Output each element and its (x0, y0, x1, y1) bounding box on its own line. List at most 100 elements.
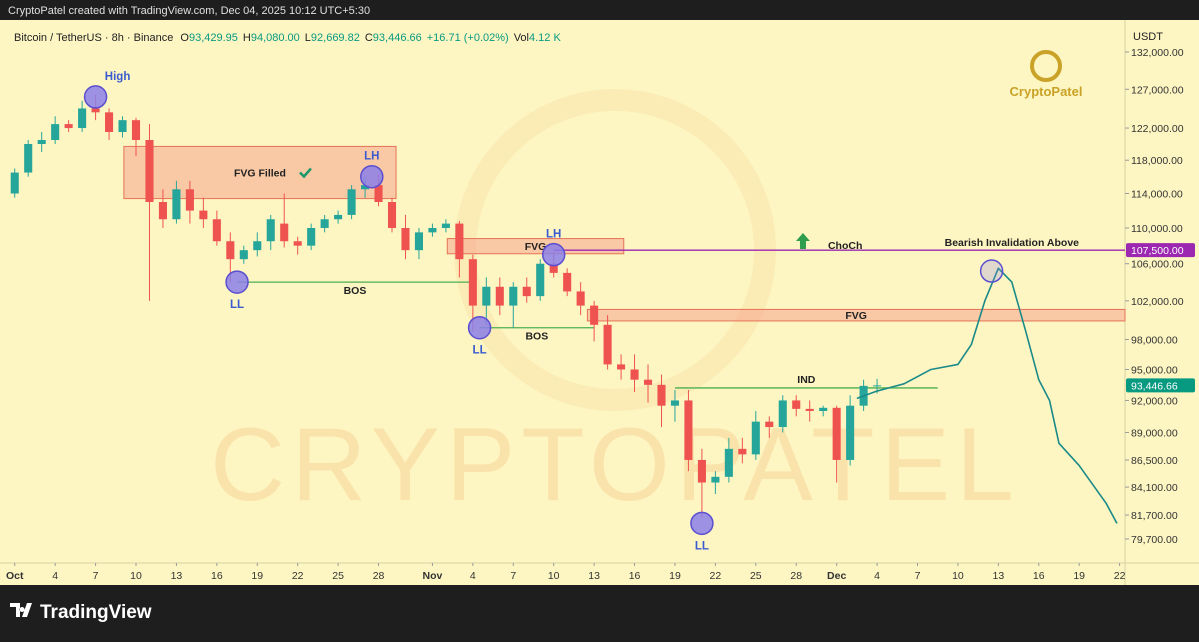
swing-point (225, 270, 249, 294)
info-part: Vol (514, 32, 529, 44)
x-tick-label: 10 (952, 570, 964, 582)
candle-body (873, 385, 882, 387)
swing-point (83, 85, 108, 109)
info-part: 94,080.00 (251, 32, 300, 44)
swing-point (541, 242, 566, 267)
candle-body (684, 400, 693, 460)
candle-body (576, 291, 585, 306)
y-tick-label: 79,700.00 (1131, 534, 1178, 546)
info-part: 93,446.66 (373, 32, 422, 44)
projection-line (856, 267, 1118, 524)
candle-body (131, 120, 141, 140)
candle-body (563, 272, 572, 292)
candle-body (51, 124, 60, 140)
candle-body (630, 369, 639, 380)
info-part: +16.71 (+0.02%) (427, 32, 509, 44)
candle-body (320, 219, 329, 228)
candle-body (91, 108, 100, 113)
y-tick-label: 92,000.00 (1131, 395, 1178, 407)
candle-body (118, 120, 127, 133)
x-tick-label: 19 (669, 570, 681, 582)
footer-bar (0, 585, 1199, 637)
x-tick-label: Oct (6, 570, 24, 582)
swing-point (979, 259, 1004, 283)
top-bar (0, 0, 1199, 20)
candle-body (10, 172, 19, 194)
price-tag-label: 93,446.66 (1131, 380, 1178, 392)
candle-body (199, 210, 208, 220)
candle-body (455, 223, 464, 260)
price-tag (1126, 243, 1195, 258)
candle-body (78, 108, 87, 129)
candle-body (64, 124, 73, 129)
candle-body (266, 219, 275, 242)
x-tick-label: 25 (750, 570, 762, 582)
candle-body (495, 286, 504, 306)
candle-body (832, 407, 841, 460)
x-tick-label: 22 (1114, 570, 1126, 582)
x-tick-label: 7 (510, 570, 516, 582)
x-tick-label: 13 (993, 570, 1005, 582)
candle-body (387, 202, 397, 228)
x-tick-label: Dec (827, 570, 846, 582)
y-tick-label: 98,000.00 (1131, 334, 1178, 346)
x-tick-label: 28 (790, 570, 802, 582)
fvg-zone (586, 308, 1126, 322)
candle-body (590, 305, 599, 325)
time-axis-bg (0, 563, 1199, 585)
check-mark (299, 167, 312, 179)
x-tick-label: 4 (52, 570, 58, 582)
x-tick-label: 10 (548, 570, 560, 582)
y-tick-label: 84,100.00 (1131, 482, 1178, 494)
y-tick-label: 86,500.00 (1131, 455, 1178, 467)
candle-body (347, 189, 356, 215)
candle-body (738, 448, 747, 455)
info-part: 93,429.95 (189, 32, 238, 44)
candle-body (509, 286, 518, 306)
candle-body (643, 379, 653, 385)
y-tick-label: 81,700.00 (1131, 510, 1178, 522)
y-tick-label: 127,000.00 (1131, 84, 1184, 96)
candle-body (765, 421, 774, 428)
candle-body (522, 286, 531, 297)
choch-arrow (795, 233, 810, 250)
info-part: C (365, 32, 373, 44)
info-part: Bitcoin / TetherUS · 8h · Binance (14, 32, 173, 44)
y-tick-label: 95,000.00 (1131, 364, 1178, 376)
x-tick-label: 7 (915, 570, 921, 582)
x-tick-label: 16 (1033, 570, 1045, 582)
swing-label: LL (230, 299, 244, 311)
x-tick-label: 4 (874, 570, 880, 582)
candle-body (468, 259, 477, 306)
candle-body (617, 364, 626, 370)
level-label: BOS (525, 331, 548, 343)
candle-body (105, 112, 114, 133)
candle-body (253, 241, 262, 251)
y-tick-label: 102,000.00 (1131, 296, 1184, 308)
candle-body (374, 185, 383, 203)
x-tick-label: 19 (1073, 570, 1085, 582)
swing-point (360, 164, 384, 189)
info-part: O (180, 32, 189, 44)
candle-body (361, 185, 370, 190)
candle-body (334, 214, 343, 220)
x-tick-label: 4 (470, 570, 476, 582)
x-tick-label: 13 (588, 570, 600, 582)
candle-body (280, 223, 289, 242)
footer-logo: TradingView (10, 602, 152, 623)
chart-bg (0, 20, 1199, 563)
candle-body (549, 263, 558, 273)
candle-body (307, 227, 316, 246)
candle-body (751, 421, 760, 455)
x-tick-label: 22 (710, 570, 722, 582)
candle-body (603, 324, 612, 365)
level-label: Bearish Invalidation Above (945, 237, 1080, 249)
x-tick-label: Nov (423, 570, 443, 582)
level-label: IND (797, 374, 816, 386)
candle-body (441, 223, 450, 228)
candle-body (778, 400, 787, 428)
x-tick-label: 25 (332, 570, 344, 582)
candle-body (657, 384, 666, 406)
